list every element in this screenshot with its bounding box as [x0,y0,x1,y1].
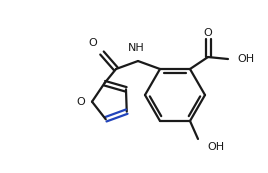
Text: O: O [88,38,97,48]
Text: OH: OH [237,54,254,64]
Text: NH: NH [128,43,144,53]
Text: OH: OH [207,142,224,152]
Text: O: O [204,28,212,38]
Text: O: O [76,97,85,107]
